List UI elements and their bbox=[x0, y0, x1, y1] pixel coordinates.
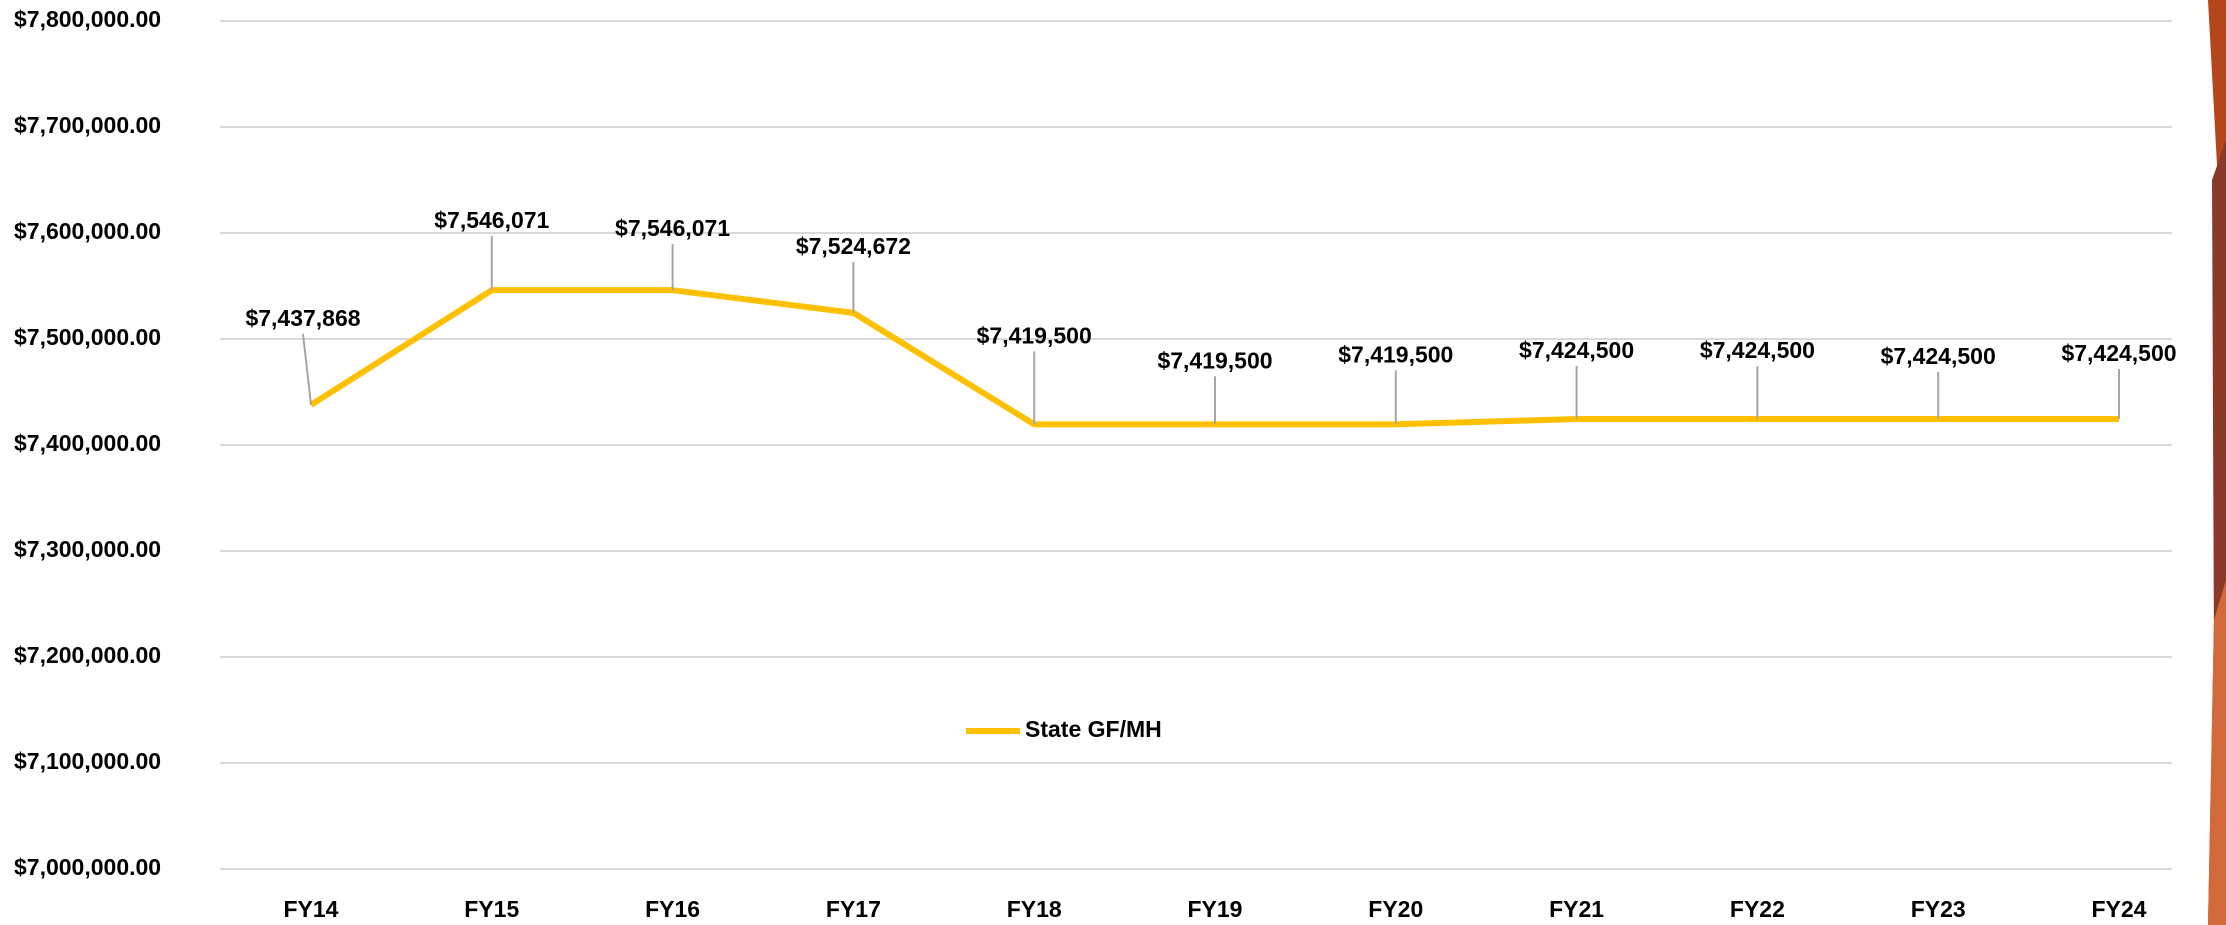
y-tick-label: $7,300,000.00 bbox=[14, 536, 161, 562]
leader-line bbox=[303, 334, 311, 405]
data-label: $7,419,500 bbox=[1157, 347, 1272, 373]
data-label: $7,419,500 bbox=[1338, 341, 1453, 367]
y-tick-label: $7,200,000.00 bbox=[14, 642, 161, 668]
x-tick-label: FY20 bbox=[1368, 896, 1423, 922]
data-label: $7,437,868 bbox=[245, 305, 360, 331]
y-tick-label: $7,400,000.00 bbox=[14, 430, 161, 456]
x-tick-label: FY17 bbox=[826, 896, 881, 922]
data-label: $7,546,071 bbox=[434, 207, 549, 233]
x-tick-label: FY15 bbox=[464, 896, 519, 922]
x-tick-label: FY22 bbox=[1730, 896, 1785, 922]
legend-label: State GF/MH bbox=[1025, 716, 1162, 742]
y-tick-label: $7,100,000.00 bbox=[14, 748, 161, 774]
decoration bbox=[2208, 580, 2226, 925]
x-tick-label: FY24 bbox=[2092, 896, 2147, 922]
data-label: $7,424,500 bbox=[1881, 343, 1996, 369]
x-tick-label: FY18 bbox=[1007, 896, 1062, 922]
x-tick-label: FY23 bbox=[1911, 896, 1966, 922]
x-tick-label: FY21 bbox=[1549, 896, 1604, 922]
chart: $7,000,000.00 $7,100,000.00 $7,200,000.00 $… bbox=[0, 0, 2226, 925]
x-tick-label: FY16 bbox=[645, 896, 700, 922]
y-tick-label: $7,800,000.00 bbox=[14, 6, 161, 32]
y-tick-label: $7,000,000.00 bbox=[14, 854, 161, 880]
data-label: $7,419,500 bbox=[977, 322, 1092, 348]
data-label: $7,546,071 bbox=[615, 215, 730, 241]
y-tick-label: $7,500,000.00 bbox=[14, 324, 161, 350]
decoration bbox=[2212, 140, 2226, 660]
data-label: $7,524,672 bbox=[796, 233, 911, 259]
x-tick-label: FY14 bbox=[284, 896, 339, 922]
data-label: $7,424,500 bbox=[1700, 337, 1815, 363]
x-tick-label: FY19 bbox=[1188, 896, 1243, 922]
y-tick-label: $7,700,000.00 bbox=[14, 112, 161, 138]
data-label: $7,424,500 bbox=[2061, 340, 2176, 366]
y-tick-label: $7,600,000.00 bbox=[14, 218, 161, 244]
page: {"chart_data": {"type": "line", "categor… bbox=[0, 0, 2226, 925]
data-label: $7,424,500 bbox=[1519, 337, 1634, 363]
